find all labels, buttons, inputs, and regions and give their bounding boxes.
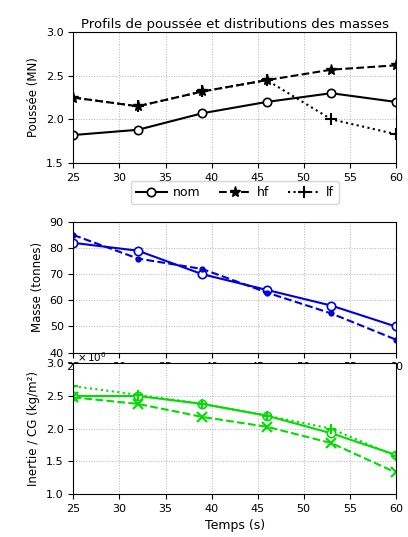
Legend: nom, hf, lf: nom, hf, lf [131, 181, 339, 204]
Y-axis label: Masse (tonnes): Masse (tonnes) [31, 242, 44, 332]
Y-axis label: Inertie / CG (kg/m²): Inertie / CG (kg/m²) [27, 371, 40, 486]
Y-axis label: Poussée (MN): Poussée (MN) [27, 57, 40, 137]
Text: $\times\,10^6$: $\times\,10^6$ [77, 350, 106, 364]
Title: Profils de poussée et distributions des masses: Profils de poussée et distributions des … [81, 18, 388, 31]
X-axis label: Temps (s): Temps (s) [204, 519, 265, 532]
